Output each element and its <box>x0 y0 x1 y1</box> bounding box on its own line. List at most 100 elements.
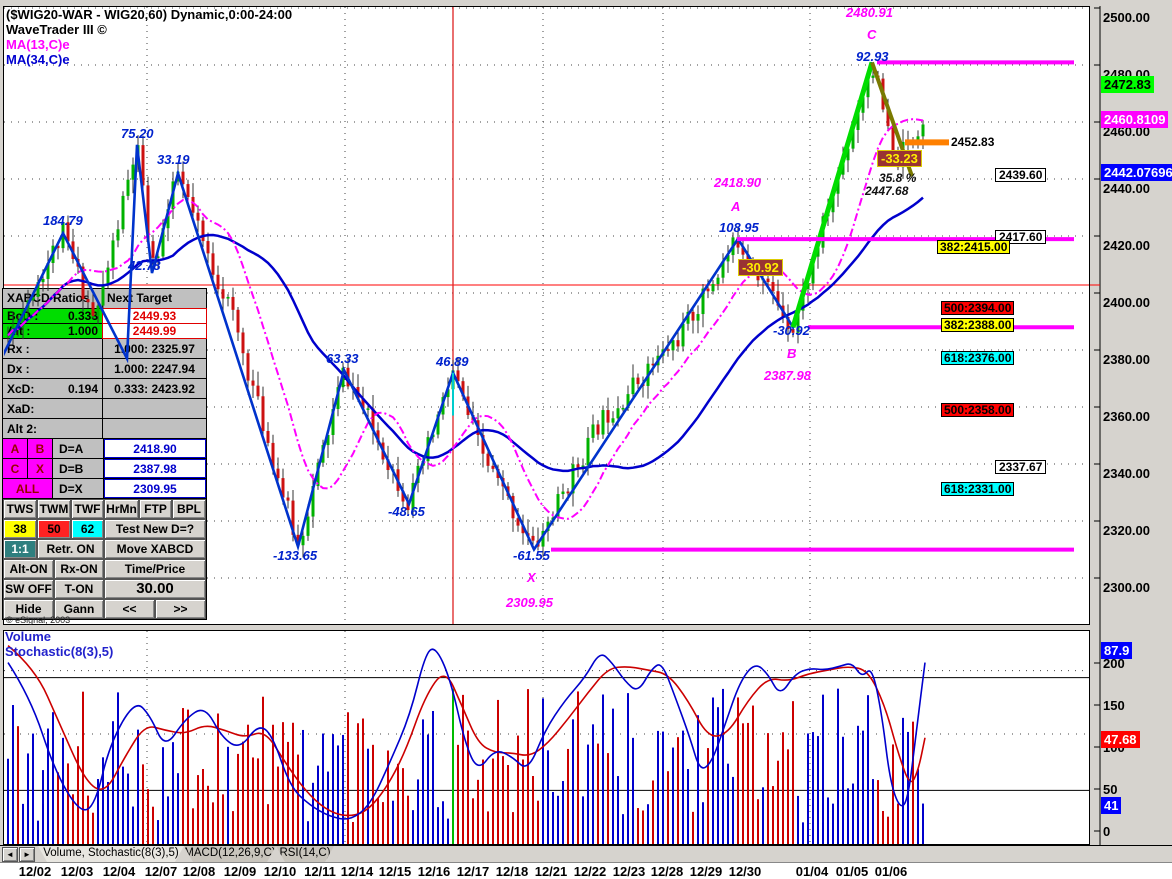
point-value-da: 2418.90 <box>104 439 206 458</box>
xabcd-ratios-panel: XABCD Ratios Next Target BcD :0.333 2449… <box>2 288 207 620</box>
tab-scroll-right-button[interactable]: ► <box>19 847 35 862</box>
button-twm[interactable]: TWM <box>37 499 71 519</box>
button-ftp[interactable]: FTP <box>139 499 172 519</box>
target-xad <box>103 399 206 418</box>
ratio-row-alt: Alt :1.000 <box>3 324 103 338</box>
target-dx: 1.000: 2247.94 <box>103 359 206 378</box>
button-62[interactable]: 62 <box>71 519 104 539</box>
button-gann[interactable]: Gann <box>54 599 104 619</box>
price-tick-label: 2300.00 <box>1103 580 1150 595</box>
button-move-xabcd[interactable]: Move XABCD <box>104 539 206 559</box>
button-rx-on[interactable]: Rx-ON <box>54 559 104 579</box>
price-badge: 2472.83 <box>1101 76 1154 94</box>
button-time-price[interactable]: Time/Price <box>104 559 206 579</box>
ratio-row-xad: XaD: <box>3 399 103 418</box>
point-label-dx: D=X <box>53 479 104 498</box>
indicator-tick-label: 200 <box>1103 656 1125 671</box>
button-alt-on[interactable]: Alt-ON <box>3 559 54 579</box>
point-cell-x[interactable]: X <box>28 459 53 478</box>
date-tick-label: 12/18 <box>495 864 529 879</box>
point-cell-b[interactable]: B <box>28 439 53 458</box>
ratio-row-rx: Rx : <box>3 339 103 358</box>
target-alt: 2449.99 <box>102 323 207 339</box>
xabcd-ratios-title: XABCD Ratios <box>3 289 103 308</box>
button-sw-off[interactable]: SW OFF <box>3 579 54 599</box>
price-tick-label: 2340.00 <box>1103 466 1150 481</box>
indicator-badge: 41 <box>1101 797 1122 814</box>
price-tick-label: 2360.00 <box>1103 409 1150 424</box>
copyright-text: © eSignal, 2003 <box>6 615 71 625</box>
date-tick-label: 12/16 <box>417 864 451 879</box>
date-tick-label: 01/04 <box>795 864 829 879</box>
date-tick-label: 12/22 <box>573 864 607 879</box>
indicator-tick-label: 150 <box>1103 698 1125 713</box>
button-t-on[interactable]: T-ON <box>54 579 104 599</box>
date-tick-label: 12/02 <box>18 864 52 879</box>
date-tick-label: 12/29 <box>689 864 723 879</box>
indicator-tick-label: 50 <box>1103 782 1118 797</box>
indicator-badge: 87.9 <box>1101 642 1133 659</box>
point-value-dx: 2309.95 <box>104 479 206 498</box>
tab-rsi-14-c-[interactable]: RSI(14,C) <box>276 846 334 862</box>
button-38[interactable]: 38 <box>3 519 37 539</box>
indicator-badge: 47.68 <box>1101 731 1140 748</box>
button-50[interactable]: 50 <box>37 519 71 539</box>
button-interval-value[interactable]: 30.00 <box>104 579 206 599</box>
price-tick-label: 2400.00 <box>1103 295 1150 310</box>
button-tws[interactable]: TWS <box>3 499 37 519</box>
price-axis[interactable]: 2500.00 2480.00 2460.00 2440.00 2420.00 2400.… <box>1090 0 1172 862</box>
target-xcd: 0.333: 2423.92 <box>103 379 206 398</box>
date-tick-label: 12/09 <box>223 864 257 879</box>
xabcd-panel-header: XABCD Ratios Next Target <box>3 289 206 309</box>
ratio-row-alt2: Alt 2: <box>3 419 103 438</box>
date-tick-label: 12/23 <box>612 864 646 879</box>
price-tick-label: 2440.00 <box>1103 181 1150 196</box>
price-tick-label: 2420.00 <box>1103 238 1150 253</box>
button-hide[interactable]: Hide <box>3 599 54 619</box>
button-bpl[interactable]: BPL <box>172 499 206 519</box>
date-tick-label: 12/14 <box>340 864 374 879</box>
date-tick-label: 12/28 <box>650 864 684 879</box>
next-target-title: Next Target <box>107 291 173 305</box>
ratio-row-dx: Dx : <box>3 359 103 378</box>
date-tick-label: 12/30 <box>728 864 762 879</box>
button-retr-on[interactable]: Retr. ON <box>37 539 104 559</box>
date-tick-label: 12/15 <box>378 864 412 879</box>
date-axis[interactable]: 12/02 12/03 12/04 12/07 12/08 12/09 12/10 12/11… <box>0 862 1172 879</box>
ratio-row-bcd: BcD :0.333 <box>3 309 103 323</box>
button-forward[interactable]: >> <box>155 599 206 619</box>
target-rx: 1.000: 2325.97 <box>103 339 206 358</box>
date-tick-label: 01/05 <box>835 864 869 879</box>
tab-volume-stochastic-8-3-5-[interactable]: Volume, Stochastic(8(3),5) <box>38 846 184 862</box>
price-tick-label: 2460.00 <box>1103 124 1150 139</box>
date-tick-label: 12/10 <box>263 864 297 879</box>
tab-scroll-left-button[interactable]: ◄ <box>2 847 18 862</box>
point-cell-a[interactable]: A <box>3 439 28 458</box>
date-tick-label: 12/07 <box>144 864 178 879</box>
ratio-row-xcd: XcD: 0.194 <box>3 379 103 398</box>
price-badge: 2460.8109 <box>1101 110 1169 128</box>
target-alt2 <box>103 419 206 438</box>
button-1-1[interactable]: 1:1 <box>3 539 37 559</box>
date-tick-label: 12/11 <box>304 864 336 879</box>
date-tick-label: 12/17 <box>456 864 490 879</box>
button-test-new-d[interactable]: Test New D=? <box>104 519 206 539</box>
indicator-panel[interactable] <box>3 630 1090 845</box>
tab-macd-12-26-9-c-[interactable]: MACD(12,26,9,C) <box>184 846 276 862</box>
date-tick-label: 12/08 <box>182 864 216 879</box>
price-tick-label: 2320.00 <box>1103 523 1150 538</box>
indicator-tab-bar: ◄ ► Volume, Stochastic(8(3),5) MACD(12,26… <box>0 845 1172 863</box>
point-value-db: 2387.98 <box>104 459 206 478</box>
point-label-da: D=A <box>53 439 104 458</box>
date-tick-label: 12/03 <box>60 864 94 879</box>
target-bcd: 2449.93 <box>102 308 207 324</box>
button-twf[interactable]: TWF <box>71 499 104 519</box>
price-badge: 2442.07696 <box>1101 164 1172 182</box>
point-cell-c[interactable]: C <box>3 459 28 478</box>
price-tick-label: 2380.00 <box>1103 352 1150 367</box>
point-cell-all[interactable]: ALL <box>3 479 53 498</box>
button-hrmn[interactable]: HrMn <box>104 499 139 519</box>
point-label-db: D=B <box>53 459 104 478</box>
button-back[interactable]: << <box>104 599 155 619</box>
